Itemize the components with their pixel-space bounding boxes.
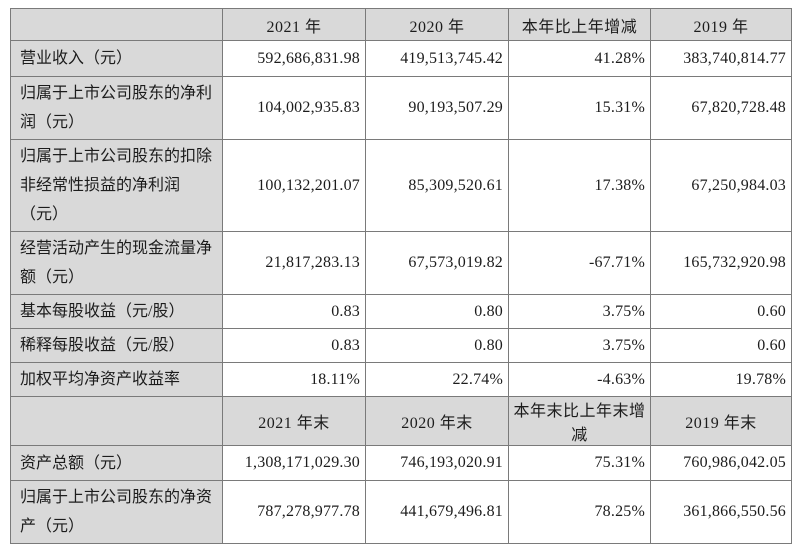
cell-2020: 0.80 [365, 328, 509, 363]
table-row-weighted-avg-roe: 加权平均净资产收益率 18.11% 22.74% -4.63% 19.78% [10, 362, 792, 397]
header-col-2019-end: 2019 年末 [650, 396, 792, 446]
cell-change: 3.75% [508, 328, 651, 363]
cell-2019: 0.60 [650, 328, 792, 363]
cell-2020: 441,679,496.81 [365, 480, 509, 544]
table-row-operating-revenue: 营业收入（元） 592,686,831.98 419,513,745.42 41… [10, 40, 792, 77]
cell-2021: 18.11% [222, 362, 366, 397]
cell-change: 15.31% [508, 76, 651, 140]
table-row-total-assets: 资产总额（元） 1,308,171,029.30 746,193,020.91 … [10, 445, 792, 481]
cell-2021: 100,132,201.07 [222, 139, 366, 232]
row-label: 营业收入（元） [10, 40, 223, 77]
row-label: 归属于上市公司股东的扣除非经常性损益的净利润（元） [10, 139, 223, 232]
header-col-2020-end: 2020 年末 [365, 396, 509, 446]
cell-2019: 67,820,728.48 [650, 76, 792, 140]
cell-2021: 0.83 [222, 294, 366, 329]
cell-2019: 165,732,920.98 [650, 231, 792, 295]
cell-change: 78.25% [508, 480, 651, 544]
table-row-net-profit: 归属于上市公司股东的净利润（元） 104,002,935.83 90,193,5… [10, 76, 792, 140]
cell-change: -67.71% [508, 231, 651, 295]
cell-2019: 0.60 [650, 294, 792, 329]
cell-change: 41.28% [508, 40, 651, 77]
key-accounting-data-table: 2021 年 2020 年 本年比上年增减 2019 年 营业收入（元） 592… [10, 8, 792, 544]
cell-2019: 67,250,984.03 [650, 139, 792, 232]
cell-2020: 22.74% [365, 362, 509, 397]
table-row-net-assets: 归属于上市公司股东的净资产（元） 787,278,977.78 441,679,… [10, 480, 792, 544]
cell-2021: 787,278,977.78 [222, 480, 366, 544]
row-label: 资产总额（元） [10, 445, 223, 481]
cell-change: 75.31% [508, 445, 651, 481]
header-corner-cell [10, 8, 223, 41]
header-col-2019: 2019 年 [650, 8, 792, 41]
cell-2020: 67,573,019.82 [365, 231, 509, 295]
cell-2021: 592,686,831.98 [222, 40, 366, 77]
cell-change: 3.75% [508, 294, 651, 329]
cell-2021: 1,308,171,029.30 [222, 445, 366, 481]
row-label: 加权平均净资产收益率 [10, 362, 223, 397]
cell-2019: 19.78% [650, 362, 792, 397]
cell-2020: 85,309,520.61 [365, 139, 509, 232]
cell-2020: 419,513,745.42 [365, 40, 509, 77]
cell-2021: 0.83 [222, 328, 366, 363]
header-col-2020: 2020 年 [365, 8, 509, 41]
table-header-row-yearend: 2021 年末 2020 年末 本年末比上年末增减 2019 年末 [10, 396, 792, 446]
cell-2021: 21,817,283.13 [222, 231, 366, 295]
row-label: 归属于上市公司股东的净利润（元） [10, 76, 223, 140]
header-col-yearend-change: 本年末比上年末增减 [508, 396, 651, 446]
table-row-basic-eps: 基本每股收益（元/股） 0.83 0.80 3.75% 0.60 [10, 294, 792, 329]
cell-2020: 90,193,507.29 [365, 76, 509, 140]
table-row-net-profit-excl-nonrecurring: 归属于上市公司股东的扣除非经常性损益的净利润（元） 100,132,201.07… [10, 139, 792, 232]
cell-change: -4.63% [508, 362, 651, 397]
table-row-diluted-eps: 稀释每股收益（元/股） 0.83 0.80 3.75% 0.60 [10, 328, 792, 363]
table-header-row-annual: 2021 年 2020 年 本年比上年增减 2019 年 [10, 8, 792, 41]
row-label: 归属于上市公司股东的净资产（元） [10, 480, 223, 544]
row-label: 经营活动产生的现金流量净额（元） [10, 231, 223, 295]
table-row-operating-cash-flow: 经营活动产生的现金流量净额（元） 21,817,283.13 67,573,01… [10, 231, 792, 295]
cell-2020: 746,193,020.91 [365, 445, 509, 481]
financial-summary-table: 2021 年 2020 年 本年比上年增减 2019 年 营业收入（元） 592… [10, 8, 792, 544]
cell-2019: 361,866,550.56 [650, 480, 792, 544]
cell-2019: 760,986,042.05 [650, 445, 792, 481]
cell-2020: 0.80 [365, 294, 509, 329]
cell-change: 17.38% [508, 139, 651, 232]
row-label: 基本每股收益（元/股） [10, 294, 223, 329]
cell-2019: 383,740,814.77 [650, 40, 792, 77]
header-col-yoy-change: 本年比上年增减 [508, 8, 651, 41]
header-col-2021-end: 2021 年末 [222, 396, 366, 446]
header-corner-cell [10, 396, 223, 446]
header-col-2021: 2021 年 [222, 8, 366, 41]
cell-2021: 104,002,935.83 [222, 76, 366, 140]
row-label: 稀释每股收益（元/股） [10, 328, 223, 363]
